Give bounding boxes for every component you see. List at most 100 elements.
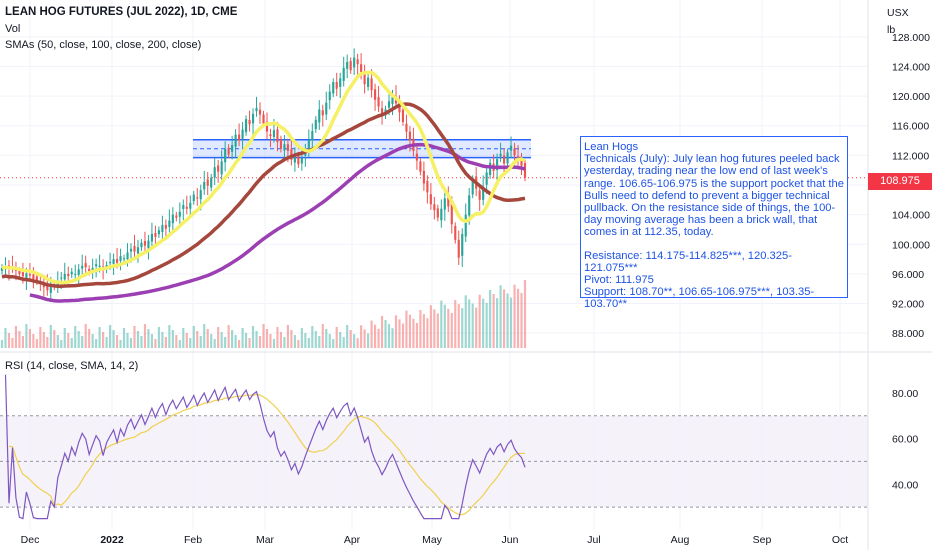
volume-bar bbox=[419, 310, 422, 348]
vol-legend: Vol bbox=[5, 23, 21, 35]
candle-body bbox=[433, 204, 436, 211]
volume-bar bbox=[502, 289, 506, 348]
volume-bar bbox=[318, 336, 321, 348]
candle-body bbox=[272, 130, 276, 137]
candle-body bbox=[224, 148, 227, 163]
candle-body bbox=[398, 102, 401, 113]
candle-body bbox=[150, 233, 154, 242]
candle-body bbox=[373, 89, 377, 100]
annotation-technicals: Technicals (July): July lean hog futures… bbox=[584, 153, 844, 239]
candle-body bbox=[468, 195, 471, 216]
volume-bar bbox=[489, 290, 492, 348]
candle-body bbox=[509, 145, 513, 151]
volume-bar bbox=[60, 340, 63, 348]
candle-body bbox=[443, 198, 446, 210]
volume-bar bbox=[356, 338, 359, 348]
candle-body bbox=[231, 144, 234, 152]
candle-body bbox=[171, 214, 174, 224]
annotation-box[interactable]: Lean Hogs Technicals (July): July lean h… bbox=[580, 136, 848, 310]
candle-body bbox=[206, 179, 209, 186]
volume-bar bbox=[56, 335, 59, 348]
candle-body bbox=[269, 134, 272, 137]
candle-body bbox=[314, 119, 317, 130]
candle-body bbox=[325, 102, 328, 115]
volume-bar bbox=[506, 293, 509, 348]
volume-bar bbox=[387, 324, 391, 348]
candle-body bbox=[199, 190, 202, 200]
candle-body bbox=[297, 155, 300, 165]
volume-bar bbox=[178, 340, 181, 348]
volume-bar bbox=[49, 325, 52, 348]
price-tick-label: 128.000 bbox=[892, 32, 930, 44]
candle-body bbox=[129, 248, 133, 252]
candle-body bbox=[192, 194, 195, 202]
volume-bar bbox=[332, 339, 335, 348]
candle-body bbox=[136, 247, 140, 254]
volume-bar bbox=[380, 315, 384, 348]
candle-body bbox=[126, 252, 129, 260]
volume-bar bbox=[248, 338, 251, 348]
volume-bar bbox=[408, 314, 412, 348]
volume-bar bbox=[426, 318, 429, 348]
candle-body bbox=[49, 284, 52, 293]
volume-bar bbox=[21, 336, 25, 348]
candle-body bbox=[370, 78, 373, 91]
candle-body bbox=[143, 241, 147, 246]
volume-bar bbox=[258, 336, 262, 348]
volume-bar bbox=[290, 330, 293, 348]
volume-bar bbox=[213, 339, 216, 348]
currency-label: USX bbox=[887, 7, 909, 19]
candle-body bbox=[133, 246, 136, 252]
candle-body bbox=[262, 114, 265, 124]
candle-body bbox=[67, 273, 70, 277]
volume-bar bbox=[244, 333, 248, 348]
volume-bar bbox=[98, 327, 101, 348]
volume-bar bbox=[509, 297, 513, 348]
volume-bar bbox=[206, 329, 209, 348]
candle-body bbox=[286, 144, 289, 151]
volume-bar bbox=[440, 300, 443, 348]
candle-body bbox=[28, 274, 31, 276]
volume-bar bbox=[136, 331, 140, 348]
volume-bar bbox=[70, 338, 73, 348]
volume-bar bbox=[353, 334, 356, 348]
candle-body bbox=[300, 158, 303, 164]
volume-bar bbox=[196, 331, 199, 348]
volume-bar bbox=[286, 325, 289, 348]
candle-body bbox=[140, 242, 143, 248]
candle-body bbox=[499, 153, 502, 157]
candle-body bbox=[408, 131, 412, 141]
volume-bar bbox=[415, 322, 418, 348]
time-tick-label: Dec bbox=[21, 534, 40, 546]
candle-body bbox=[339, 78, 342, 87]
volume-bar bbox=[461, 308, 464, 348]
volume-bar bbox=[88, 329, 91, 348]
volume-bar bbox=[262, 324, 265, 348]
volume-bar bbox=[231, 330, 234, 348]
volume-bar bbox=[224, 337, 227, 348]
volume-bar bbox=[147, 329, 150, 348]
volume-bar bbox=[422, 314, 425, 348]
volume-bar bbox=[161, 332, 164, 348]
volume-bar bbox=[129, 338, 133, 348]
candle-body bbox=[241, 129, 244, 139]
volume-bar bbox=[311, 326, 314, 348]
volume-bar bbox=[346, 325, 349, 348]
candle-body bbox=[95, 264, 98, 267]
volume-bar bbox=[168, 325, 171, 348]
volume-bar bbox=[398, 319, 401, 348]
candle-body bbox=[25, 273, 28, 279]
volume-bar bbox=[185, 333, 188, 348]
volume-bar bbox=[102, 332, 105, 348]
volume-bar bbox=[182, 328, 185, 348]
volume-bar bbox=[25, 324, 28, 348]
candle-body bbox=[46, 285, 49, 291]
candle-body bbox=[185, 206, 188, 209]
candle-body bbox=[157, 230, 160, 235]
candle-body bbox=[450, 203, 453, 225]
candle-body bbox=[220, 161, 223, 175]
price-tick-label: 124.000 bbox=[892, 61, 930, 73]
candle-body bbox=[21, 272, 25, 277]
candle-body bbox=[60, 277, 63, 279]
volume-bar bbox=[32, 334, 35, 348]
